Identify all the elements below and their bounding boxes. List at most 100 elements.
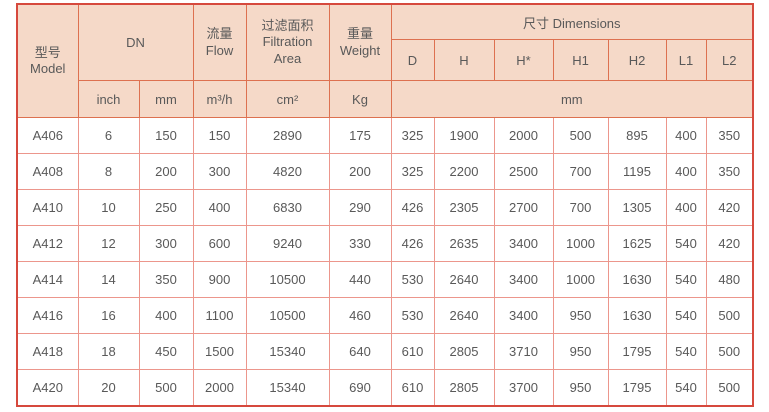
cell-dn-inch: 10: [77, 189, 140, 226]
cell-flow: 600: [192, 225, 247, 262]
cell-dim-l2: 500: [705, 297, 754, 334]
cell-weight: 460: [328, 297, 392, 334]
cell-flow: 300: [192, 153, 247, 190]
cell-dim-h1: 700: [552, 153, 609, 190]
cell-dim-l2: 420: [705, 225, 754, 262]
cell-dim-h2: 1795: [607, 333, 667, 370]
cell-flow: 1500: [192, 333, 247, 370]
cell-dim-h: 2640: [433, 261, 495, 298]
spec-table: 型号 Model DN 流量 Flow 过滤面积 Filtration Area: [16, 3, 755, 407]
cell-dim-d: 530: [390, 261, 435, 298]
cell-weight: 330: [328, 225, 392, 262]
table-header: 型号 Model DN 流量 Flow 过滤面积 Filtration Area: [16, 3, 754, 118]
cell-dn-mm: 450: [138, 333, 194, 370]
cell-dim-hstar: 2700: [493, 189, 554, 226]
header-dim-l1: L1: [665, 39, 707, 81]
cell-flow: 2000: [192, 369, 247, 407]
table-row: A418 18 450 1500 15340 640 610 2805 3710 950 1795 5…: [16, 333, 754, 370]
cell-dn-inch: 18: [77, 333, 140, 370]
header-flow: 流量 Flow: [192, 3, 247, 81]
cell-dn-mm: 150: [138, 117, 194, 154]
cell-dim-hstar: 3710: [493, 333, 554, 370]
cell-dim-h1: 1000: [552, 261, 609, 298]
header-row-2: D H H* H1 H2 L1 L2: [17, 39, 754, 81]
cell-dim-l1: 540: [665, 369, 707, 407]
cell-dim-h1: 700: [552, 189, 609, 226]
header-dimensions: 尺寸 Dimensions: [390, 3, 754, 40]
unit-area: cm²: [245, 80, 330, 118]
cell-dim-l2: 350: [705, 117, 754, 154]
cell-dim-l1: 400: [665, 153, 707, 190]
table-row: A412 12 300 600 9240 330 426 2635 3400 1000 1625 54…: [16, 225, 754, 262]
header-weight-en: Weight: [339, 42, 381, 58]
cell-dim-h2: 1195: [607, 153, 667, 190]
cell-dim-l1: 400: [665, 189, 707, 226]
cell-model: A412: [16, 225, 79, 262]
table-row: A416 16 400 1100 10500 460 530 2640 3400 950 1630 5…: [16, 297, 754, 334]
table-row: A408 8 200 300 4820 200 325 2200 2500 700 1195 400 3…: [16, 153, 754, 190]
unit-dims: mm: [390, 80, 754, 118]
cell-weight: 690: [328, 369, 392, 407]
cell-area: 10500: [245, 297, 330, 334]
cell-area: 2890: [245, 117, 330, 154]
table-row: A414 14 350 900 10500 440 530 2640 3400 1000 1630 5…: [16, 261, 754, 298]
cell-dim-d: 325: [390, 153, 435, 190]
cell-flow: 400: [192, 189, 247, 226]
cell-dn-mm: 500: [138, 369, 194, 407]
cell-dim-h1: 950: [552, 333, 609, 370]
unit-flow: m³/h: [192, 80, 247, 118]
cell-dim-h2: 895: [607, 117, 667, 154]
cell-dim-h1: 500: [552, 117, 609, 154]
cell-dim-h2: 1625: [607, 225, 667, 262]
unit-mm: mm: [138, 80, 194, 118]
cell-area: 15340: [245, 369, 330, 407]
cell-dim-h: 2805: [433, 369, 495, 407]
cell-dn-inch: 8: [77, 153, 140, 190]
cell-dim-h1: 950: [552, 297, 609, 334]
cell-weight: 200: [328, 153, 392, 190]
cell-dim-d: 530: [390, 297, 435, 334]
cell-dim-hstar: 2500: [493, 153, 554, 190]
header-dn: DN: [77, 3, 194, 81]
cell-dim-h: 2635: [433, 225, 495, 262]
cell-area: 4820: [245, 153, 330, 190]
header-weight: 重量 Weight: [328, 3, 392, 81]
header-dim-h: H: [433, 39, 495, 81]
cell-dim-hstar: 2000: [493, 117, 554, 154]
cell-dn-inch: 14: [77, 261, 140, 298]
cell-dn-mm: 350: [138, 261, 194, 298]
cell-dn-inch: 12: [77, 225, 140, 262]
cell-dim-hstar: 3400: [493, 261, 554, 298]
cell-dim-h: 2200: [433, 153, 495, 190]
cell-dim-h: 2640: [433, 297, 495, 334]
cell-dim-hstar: 3700: [493, 369, 554, 407]
header-filtration-area: 过滤面积 Filtration Area: [245, 3, 330, 81]
cell-dim-d: 325: [390, 117, 435, 154]
cell-model: A416: [16, 297, 79, 334]
cell-dim-h1: 950: [552, 369, 609, 407]
cell-dim-l2: 480: [705, 261, 754, 298]
header-dim-hstar: H*: [493, 39, 554, 81]
cell-model: A420: [16, 369, 79, 407]
header-dim-l2: L2: [705, 39, 754, 81]
cell-dim-l1: 540: [665, 261, 707, 298]
table-body: A406 6 150 150 2890 175 325 1900 2000 500 895 400 35…: [16, 117, 754, 407]
header-flow-cn: 流量: [206, 26, 233, 42]
header-area-en1: Filtration: [262, 34, 313, 50]
cell-model: A414: [16, 261, 79, 298]
cell-dim-l1: 540: [665, 333, 707, 370]
header-area-cn: 过滤面积: [261, 18, 314, 34]
cell-dn-mm: 200: [138, 153, 194, 190]
header-dim-h2: H2: [607, 39, 667, 81]
cell-dim-h1: 1000: [552, 225, 609, 262]
cell-dn-mm: 250: [138, 189, 194, 226]
header-dim-d: D: [390, 39, 435, 81]
cell-dn-inch: 20: [77, 369, 140, 407]
cell-weight: 440: [328, 261, 392, 298]
cell-dim-h2: 1630: [607, 297, 667, 334]
cell-area: 10500: [245, 261, 330, 298]
header-dim-h1: H1: [552, 39, 609, 81]
cell-dim-l2: 420: [705, 189, 754, 226]
table-row: A410 10 250 400 6830 290 426 2305 2700 700 1305 400…: [16, 189, 754, 226]
cell-dn-mm: 300: [138, 225, 194, 262]
